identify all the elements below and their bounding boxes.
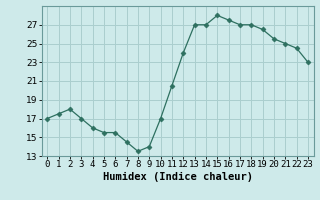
X-axis label: Humidex (Indice chaleur): Humidex (Indice chaleur) [103,172,252,182]
